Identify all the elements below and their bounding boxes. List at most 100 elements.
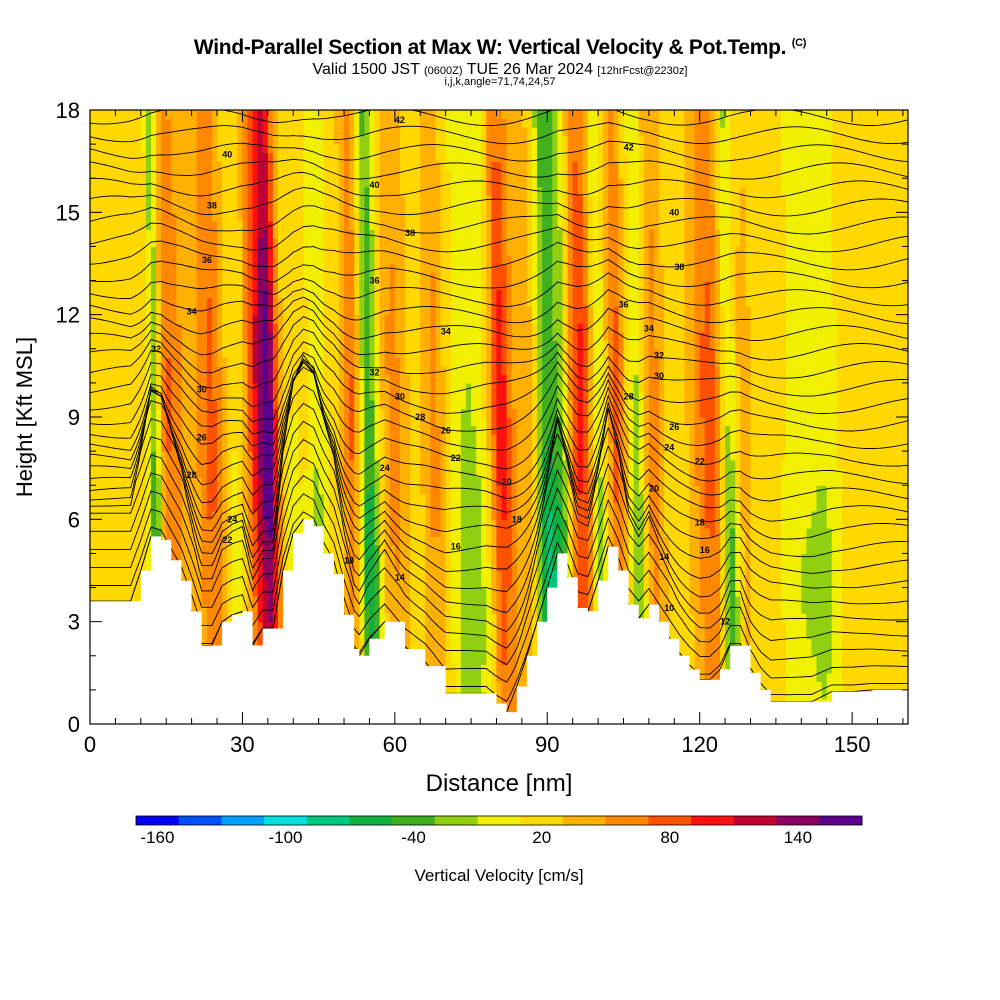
heat-cell [405,613,411,623]
heat-cell [318,365,325,375]
heat-cell [267,519,274,529]
heat-cell [262,254,269,265]
heat-cell [110,263,116,273]
heat-cell [252,374,259,384]
heat-cell [399,272,406,282]
heat-cell [232,331,238,341]
heat-cell [425,263,432,273]
heat-cell [440,604,447,614]
heat-cell [272,118,279,128]
heat-cell [90,553,96,563]
heat-cell [156,442,162,452]
heat-cell [359,408,365,418]
heat-cell [176,451,183,461]
heat-cell [135,169,142,179]
heat-cell [293,229,299,239]
heat-cell [277,485,284,495]
heat-cell [369,203,376,213]
heat-cell [344,357,350,367]
heat-cell [272,229,279,239]
heat-cell [384,459,391,469]
heat-cell [252,587,259,597]
heat-cell [140,110,147,120]
heat-cell [354,169,360,179]
heat-cell [120,246,127,256]
heat-cell [110,502,116,512]
heat-cell [405,527,411,537]
heat-cell [420,280,426,290]
heat-cell [110,596,116,606]
heat-cell [196,152,203,162]
heat-cell [283,561,289,572]
heat-cell [90,186,96,196]
heat-cell [211,263,218,273]
heat-cell [303,485,310,495]
heat-cell [176,374,183,384]
heat-cell [150,502,157,512]
heat-cell [344,570,350,580]
heat-cell [176,144,183,154]
heat-cell [354,519,360,529]
heat-cell [369,553,376,563]
heat-cell [95,357,101,367]
heat-cell [267,391,274,401]
heat-cell [201,323,208,333]
heat-cell [206,561,213,572]
heat-cell [110,442,116,452]
heat-cell [425,391,432,401]
heat-cell [374,237,381,248]
heat-cell [410,323,416,333]
heat-cell [323,476,330,486]
heat-cell [323,340,330,350]
heat-cell [379,152,386,162]
heat-cell [100,229,106,239]
heat-cell [272,331,279,341]
heat-cell [379,613,386,623]
heat-cell [262,391,269,401]
heat-cell [161,348,167,358]
heat-cell [389,561,396,572]
heat-cell [217,382,223,393]
heat-cell [206,246,213,256]
heat-cell [161,408,167,418]
heat-cell [115,178,122,188]
heat-cell [110,365,116,375]
heat-cell [293,459,299,469]
heat-cell [90,323,96,333]
heat-cell [313,297,320,307]
heat-cell [95,195,101,205]
heat-cell [95,263,101,273]
heat-cell [140,399,147,410]
heat-cell [313,382,320,393]
heat-cell [232,434,238,444]
heat-cell [161,314,167,324]
heat-cell [389,570,396,580]
heat-cell [196,434,203,444]
heat-cell [349,485,355,495]
heat-cell [222,331,228,341]
heat-cell [211,212,218,222]
heat-cell [125,144,132,154]
heat-cell [120,161,127,171]
heat-cell [217,186,223,196]
heat-cell [394,203,401,213]
heat-cell [161,144,167,154]
heat-cell [252,314,259,324]
heat-cell [206,613,213,623]
heat-cell [384,110,391,120]
heat-cell [222,425,228,435]
heat-cell [405,596,411,606]
heat-cell [288,331,294,341]
heat-cell [242,280,249,290]
heat-cell [283,468,289,478]
heat-cell [293,331,299,341]
heat-cell [196,144,203,154]
heat-cell [374,630,381,640]
heat-cell [161,229,167,239]
heat-cell [206,297,213,307]
heat-cell [125,212,132,222]
heat-cell [95,374,101,384]
heat-cell [288,374,294,384]
heat-cell [252,476,259,486]
heat-cell [374,425,381,435]
